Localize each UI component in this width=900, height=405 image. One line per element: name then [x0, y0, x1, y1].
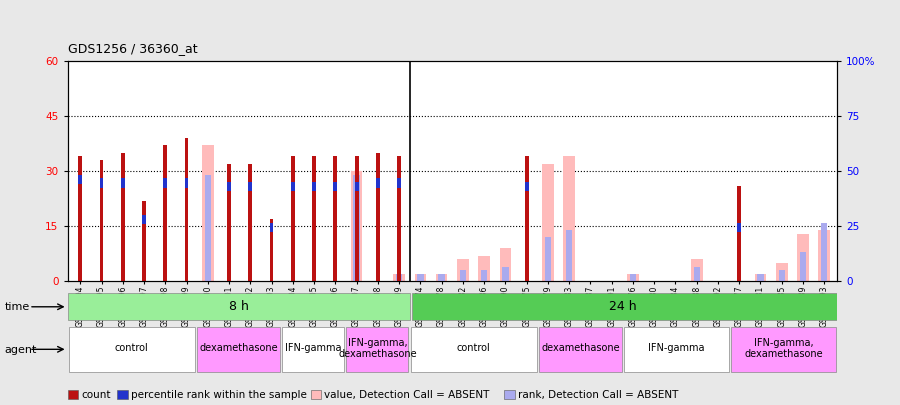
Bar — [415, 274, 427, 281]
Text: count: count — [81, 390, 111, 400]
Bar — [410, 326, 536, 372]
Text: IFN-gamma,
dexamethasone: IFN-gamma, dexamethasone — [744, 337, 823, 359]
Bar — [346, 326, 409, 372]
Text: 8 h: 8 h — [229, 300, 248, 313]
Bar — [100, 179, 104, 188]
Bar — [142, 215, 146, 224]
Bar — [800, 252, 806, 281]
Bar — [78, 156, 82, 281]
Bar — [393, 274, 405, 281]
Bar — [460, 271, 466, 281]
Text: rank, Detection Call = ABSENT: rank, Detection Call = ABSENT — [518, 390, 678, 400]
Bar — [438, 274, 445, 281]
Bar — [731, 326, 836, 372]
Bar — [312, 182, 316, 191]
Text: value, Detection Call = ABSENT: value, Detection Call = ABSENT — [324, 390, 490, 400]
Bar — [625, 326, 729, 372]
Text: dexamethasone: dexamethasone — [199, 343, 278, 353]
Bar — [776, 263, 788, 281]
Bar — [411, 293, 837, 320]
Bar — [121, 153, 125, 281]
Bar — [283, 326, 345, 372]
Bar — [248, 182, 252, 191]
Text: control: control — [115, 343, 148, 353]
Text: IFN-gamma: IFN-gamma — [285, 343, 342, 353]
Bar — [542, 164, 554, 281]
Text: GDS1256 / 36360_at: GDS1256 / 36360_at — [68, 42, 197, 55]
Text: percentile rank within the sample: percentile rank within the sample — [130, 390, 306, 400]
Bar — [164, 145, 167, 281]
Bar — [248, 164, 252, 281]
Bar — [202, 145, 213, 281]
Bar — [270, 223, 274, 232]
Text: 24 h: 24 h — [609, 300, 637, 313]
Bar — [184, 138, 188, 281]
Bar — [396, 274, 402, 281]
Bar — [291, 182, 294, 191]
Bar — [481, 271, 487, 281]
Bar — [418, 274, 424, 281]
Bar — [351, 171, 363, 281]
Bar — [354, 175, 360, 281]
Bar — [539, 326, 622, 372]
Bar — [544, 237, 551, 281]
Bar — [691, 260, 703, 281]
Bar — [68, 326, 194, 372]
Bar — [436, 274, 447, 281]
Bar — [197, 326, 280, 372]
Bar — [333, 182, 338, 191]
Bar — [630, 274, 636, 281]
Text: dexamethasone: dexamethasone — [541, 343, 620, 353]
Bar — [754, 274, 766, 281]
Text: control: control — [456, 343, 491, 353]
Bar — [397, 179, 401, 188]
Bar — [204, 175, 211, 281]
Bar — [333, 156, 338, 281]
Bar — [397, 156, 401, 281]
Bar — [525, 156, 528, 281]
Bar — [164, 179, 167, 188]
Bar — [312, 156, 316, 281]
Bar — [500, 248, 511, 281]
Bar — [376, 153, 380, 281]
Text: agent: agent — [4, 345, 37, 355]
Text: time: time — [4, 302, 30, 312]
Bar — [227, 164, 231, 281]
Bar — [355, 156, 358, 281]
Text: IFN-gamma: IFN-gamma — [648, 343, 705, 353]
Bar — [778, 271, 785, 281]
Bar — [78, 175, 82, 184]
Bar — [376, 179, 380, 188]
Bar — [737, 186, 741, 281]
Bar — [627, 274, 639, 281]
Bar — [563, 156, 575, 281]
Bar — [142, 200, 146, 281]
Bar — [355, 182, 358, 191]
Bar — [100, 160, 104, 281]
Bar — [121, 179, 125, 188]
Bar — [566, 230, 572, 281]
Bar — [694, 267, 700, 281]
Bar — [227, 182, 231, 191]
Bar — [457, 260, 469, 281]
Bar — [68, 293, 410, 320]
Bar — [818, 230, 830, 281]
Bar — [291, 156, 294, 281]
Bar — [821, 223, 827, 281]
Bar — [757, 274, 764, 281]
Bar — [525, 182, 528, 191]
Bar — [797, 234, 809, 281]
Bar — [184, 179, 188, 188]
Bar — [502, 267, 508, 281]
Bar — [270, 219, 274, 281]
Text: IFN-gamma,
dexamethasone: IFN-gamma, dexamethasone — [338, 337, 417, 359]
Bar — [478, 256, 490, 281]
Bar — [737, 223, 741, 232]
